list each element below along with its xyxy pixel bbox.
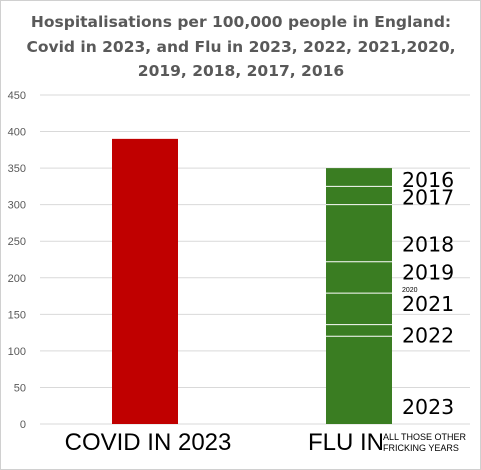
bar-segment: [326, 293, 392, 325]
y-tick-label: 150: [8, 309, 26, 321]
y-tick-label: 100: [8, 346, 26, 358]
y-tick-label: 300: [8, 200, 26, 212]
chart-title-line-3: 2019, 2018, 2017, 2016: [138, 62, 344, 80]
bars: [112, 138, 392, 424]
category-sublabel-flu: FRICKING YEARS: [383, 443, 459, 453]
segment-label: 2020: [402, 287, 418, 294]
chart-title: Hospitalisations per 100,000 people in E…: [26, 13, 455, 80]
chart-title-line-1: Hospitalisations per 100,000 people in E…: [31, 13, 451, 31]
segment-label: 2023: [402, 395, 454, 419]
category-label-flu: FLU IN: [308, 429, 384, 456]
bar-segment: [326, 186, 392, 205]
bar-segment: [326, 261, 392, 294]
segment-label: 2017: [402, 185, 454, 209]
segment-label: 2021: [402, 292, 454, 316]
segment-label: 2018: [402, 233, 454, 257]
bar-segment: [326, 324, 392, 337]
y-tick-label: 200: [8, 273, 26, 285]
bar-segment: [112, 138, 178, 424]
category-sublabel-flu: ALL THOSE OTHER: [383, 432, 467, 442]
category-label-covid: COVID IN 2023: [65, 429, 232, 456]
segment-label: 2022: [402, 324, 454, 348]
y-tick-label: 400: [8, 127, 26, 139]
y-tick-label: 0: [20, 419, 26, 431]
y-tick-label: 50: [14, 382, 26, 394]
y-tick-label: 450: [8, 90, 26, 102]
bar-segment: [326, 336, 392, 424]
segment-label: 2016: [402, 168, 454, 192]
y-tick-label: 350: [8, 163, 26, 175]
y-tick-label: 250: [8, 236, 26, 248]
bar-segment: [326, 204, 392, 262]
bar-segment: [326, 168, 392, 187]
chart-title-line-2: Covid in 2023, and Flu in 2023, 2022, 20…: [26, 38, 455, 56]
segment-label: 2019: [402, 261, 454, 285]
gridlines: [40, 94, 470, 425]
y-axis-ticks: 0 50 100 150 200 250 300 350 400 450: [8, 90, 26, 431]
